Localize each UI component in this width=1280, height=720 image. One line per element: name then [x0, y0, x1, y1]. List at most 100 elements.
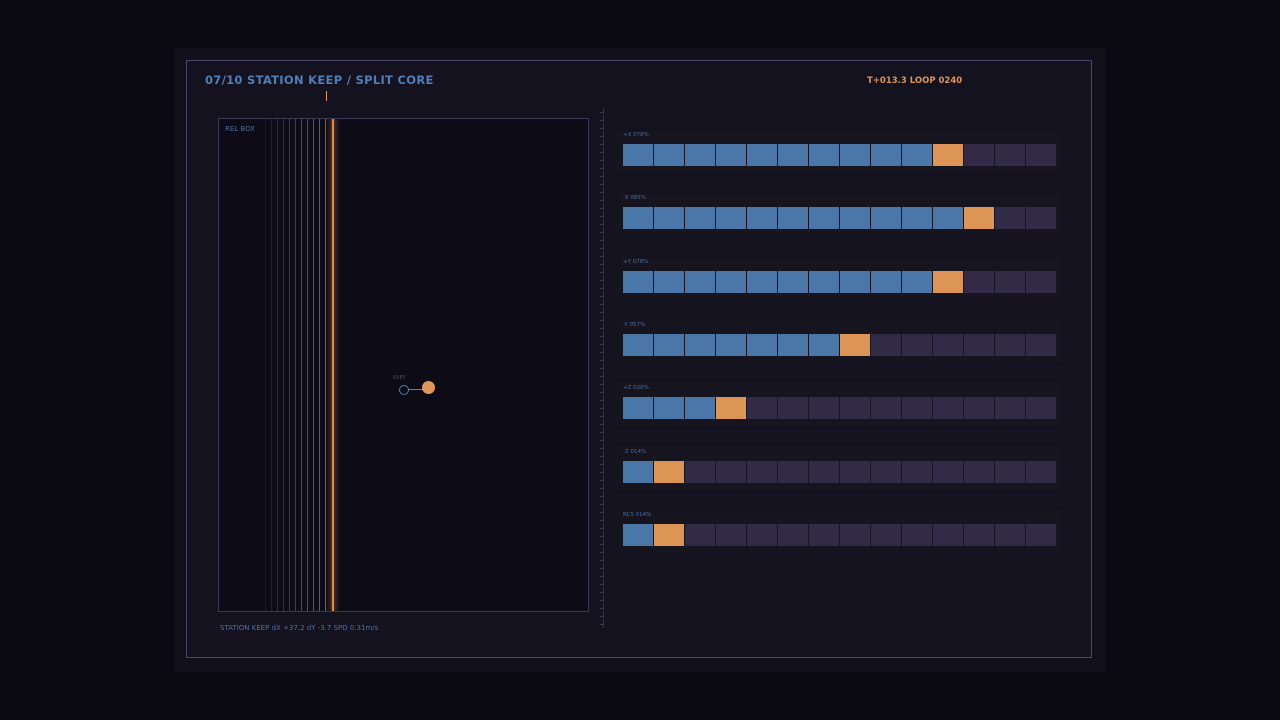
thruster-cell-off[interactable] — [747, 397, 777, 420]
thruster-cell-off[interactable] — [716, 460, 746, 483]
thruster-cell-off[interactable] — [778, 460, 808, 483]
thruster-cell-off[interactable] — [1026, 270, 1056, 293]
thruster-cell-on[interactable] — [685, 144, 715, 166]
thruster-cell-on[interactable] — [778, 144, 808, 166]
thruster-cell-on[interactable] — [871, 144, 901, 166]
thruster-cell-off[interactable] — [871, 460, 901, 483]
thruster-cell-on[interactable] — [871, 207, 901, 230]
thruster-cell-active[interactable] — [654, 523, 684, 546]
thruster-cell-off[interactable] — [964, 460, 994, 483]
thruster-cell-on[interactable] — [654, 397, 684, 420]
rel-box-viewport[interactable]: REL BOX KEEP — [218, 118, 589, 612]
thruster-cell-off[interactable] — [840, 460, 870, 483]
thruster-cell-off[interactable] — [933, 523, 963, 546]
thruster-cell-on[interactable] — [623, 333, 653, 356]
thruster-cell-off[interactable] — [778, 523, 808, 546]
thruster-cell-off[interactable] — [809, 397, 839, 420]
thruster-cell-on[interactable] — [716, 270, 746, 293]
thruster-cell-off[interactable] — [747, 460, 777, 483]
thruster-cell-off[interactable] — [995, 397, 1025, 420]
thruster-cell-off[interactable] — [933, 333, 963, 356]
thruster-cell-active[interactable] — [840, 333, 870, 356]
thruster-cell-off[interactable] — [995, 333, 1025, 356]
thruster-cell-off[interactable] — [964, 397, 994, 420]
thruster-cell-off[interactable] — [840, 397, 870, 420]
thruster-cell-on[interactable] — [716, 333, 746, 356]
thruster-cell-on[interactable] — [902, 144, 932, 166]
thruster-cell-off[interactable] — [1026, 207, 1056, 230]
thruster-cell-off[interactable] — [1026, 397, 1056, 420]
thruster-cell-active[interactable] — [933, 270, 963, 293]
thruster-cell-on[interactable] — [809, 207, 839, 230]
thruster-cell-on[interactable] — [747, 270, 777, 293]
thruster-cell-off[interactable] — [902, 333, 932, 356]
thruster-cell-on[interactable] — [685, 397, 715, 420]
thruster-cell-active[interactable] — [716, 397, 746, 420]
thruster-cell-on[interactable] — [623, 460, 653, 483]
thruster-cell-off[interactable] — [747, 523, 777, 546]
thruster-cell-off[interactable] — [995, 270, 1025, 293]
thruster-cell-on[interactable] — [809, 270, 839, 293]
thruster-cell-on[interactable] — [654, 144, 684, 166]
thruster-cell-off[interactable] — [809, 523, 839, 546]
thruster-cell-on[interactable] — [747, 333, 777, 356]
thruster-cell-off[interactable] — [995, 144, 1025, 166]
thruster-cell-on[interactable] — [716, 144, 746, 166]
thruster-cell-active[interactable] — [933, 144, 963, 166]
thruster-cell-on[interactable] — [902, 207, 932, 230]
thruster-cell-on[interactable] — [654, 207, 684, 230]
thruster-cell-off[interactable] — [871, 333, 901, 356]
thruster-cell-off[interactable] — [995, 523, 1025, 546]
thruster-cell-off[interactable] — [1026, 333, 1056, 356]
thruster-cell-off[interactable] — [1026, 523, 1056, 546]
thruster-cell-on[interactable] — [840, 207, 870, 230]
thruster-cell-off[interactable] — [1026, 460, 1056, 483]
thruster-cell-off[interactable] — [716, 523, 746, 546]
thruster-cell-off[interactable] — [871, 397, 901, 420]
thruster-cell-on[interactable] — [654, 333, 684, 356]
thruster-cell-on[interactable] — [840, 144, 870, 166]
thruster-cell-off[interactable] — [809, 460, 839, 483]
thruster-cell-on[interactable] — [685, 207, 715, 230]
thruster-cell-off[interactable] — [778, 397, 808, 420]
thruster-cell-active[interactable] — [964, 207, 994, 230]
thruster-cell-on[interactable] — [685, 333, 715, 356]
thruster-cell-off[interactable] — [840, 523, 870, 546]
craft-position-dot[interactable] — [422, 381, 435, 394]
thruster-cell-off[interactable] — [964, 144, 994, 166]
thruster-cell-active[interactable] — [654, 460, 684, 483]
thruster-cell-on[interactable] — [623, 207, 653, 230]
thruster-cell-on[interactable] — [747, 144, 777, 166]
thruster-cell-off[interactable] — [902, 460, 932, 483]
thruster-cell-on[interactable] — [840, 270, 870, 293]
thruster-cell-off[interactable] — [964, 523, 994, 546]
thruster-cell-off[interactable] — [871, 523, 901, 546]
thruster-cell-on[interactable] — [778, 270, 808, 293]
thruster-cell-on[interactable] — [902, 270, 932, 293]
thruster-cell-on[interactable] — [685, 270, 715, 293]
thruster-cell-off[interactable] — [685, 460, 715, 483]
thruster-cell-on[interactable] — [623, 397, 653, 420]
thruster-cell-on[interactable] — [871, 270, 901, 293]
thruster-cell-on[interactable] — [933, 207, 963, 230]
thruster-cell-on[interactable] — [747, 207, 777, 230]
thruster-cell-on[interactable] — [623, 144, 653, 166]
thruster-cell-on[interactable] — [809, 333, 839, 356]
thruster-cell-on[interactable] — [654, 270, 684, 293]
thruster-cell-off[interactable] — [964, 333, 994, 356]
thruster-cell-off[interactable] — [995, 460, 1025, 483]
thruster-cell-off[interactable] — [902, 397, 932, 420]
thruster-cell-off[interactable] — [964, 270, 994, 293]
thruster-cell-off[interactable] — [995, 207, 1025, 230]
thruster-cell-on[interactable] — [716, 207, 746, 230]
thruster-cell-off[interactable] — [933, 460, 963, 483]
thruster-cell-on[interactable] — [778, 333, 808, 356]
thruster-cell-off[interactable] — [902, 523, 932, 546]
thruster-cell-on[interactable] — [778, 207, 808, 230]
thruster-cell-off[interactable] — [685, 523, 715, 546]
thruster-cell-on[interactable] — [809, 144, 839, 166]
thruster-cell-off[interactable] — [1026, 144, 1056, 166]
thruster-cell-off[interactable] — [933, 397, 963, 420]
thruster-cell-on[interactable] — [623, 523, 653, 546]
thruster-cell-on[interactable] — [623, 270, 653, 293]
